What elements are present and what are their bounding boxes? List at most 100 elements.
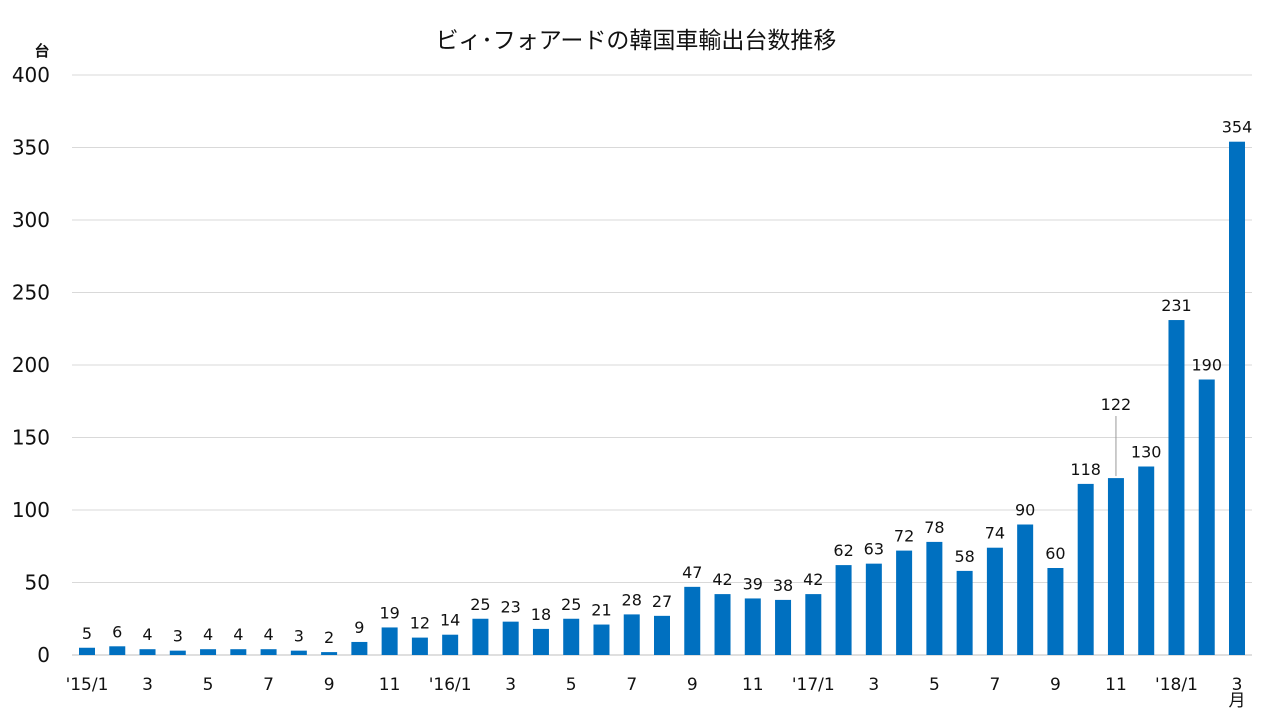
y-tick-label: 0 bbox=[37, 643, 50, 667]
bars bbox=[79, 141, 1245, 655]
bar bbox=[593, 624, 610, 655]
x-tick-label: 3 bbox=[142, 675, 153, 695]
bar bbox=[623, 614, 640, 655]
data-label: 354 bbox=[1222, 118, 1253, 137]
bar bbox=[260, 649, 277, 655]
x-tick-label: 11 bbox=[742, 675, 764, 695]
x-tick-label: 3 bbox=[505, 675, 516, 695]
bar bbox=[1107, 478, 1124, 655]
x-tick-label: 3 bbox=[868, 675, 879, 695]
data-label: 18 bbox=[531, 605, 551, 624]
bar bbox=[472, 618, 489, 655]
bar bbox=[381, 627, 398, 655]
y-tick-label: 250 bbox=[12, 281, 50, 305]
x-tick-label: 3 bbox=[1232, 675, 1243, 695]
y-tick-label: 200 bbox=[12, 353, 50, 377]
bar bbox=[169, 650, 186, 655]
y-tick-label: 350 bbox=[12, 136, 50, 160]
bar bbox=[1017, 524, 1034, 655]
y-tick-label: 50 bbox=[25, 571, 50, 595]
x-tick-label: 7 bbox=[989, 675, 1000, 695]
x-tick-label: 5 bbox=[929, 675, 940, 695]
x-axis-unit-label: 月 bbox=[1229, 691, 1246, 711]
bar bbox=[230, 649, 247, 655]
bar bbox=[1077, 483, 1094, 655]
bar bbox=[411, 637, 428, 655]
x-tick-label: 9 bbox=[687, 675, 698, 695]
bar bbox=[139, 649, 156, 655]
x-tick-label: '16/1 bbox=[429, 675, 472, 695]
data-label: 122 bbox=[1101, 395, 1132, 414]
x-axis-ticks: '15/1 3 5 7 9 11 '16/1 3 5 7 9 11 '17/1 3 5 7 9 11 '18/1 3 bbox=[66, 675, 1243, 695]
bar bbox=[1168, 320, 1185, 655]
bar bbox=[502, 621, 519, 655]
gridlines bbox=[72, 74, 1252, 656]
bar bbox=[1047, 568, 1064, 655]
data-label: 130 bbox=[1131, 443, 1162, 462]
data-label: 12 bbox=[410, 614, 430, 633]
y-tick-label: 150 bbox=[12, 426, 50, 450]
data-label: 25 bbox=[470, 595, 490, 614]
data-label: 74 bbox=[985, 524, 1005, 543]
y-axis-ticks: 0 50 100 150 200 250 300 350 400 bbox=[12, 63, 50, 667]
data-label: 78 bbox=[924, 518, 944, 537]
data-label: 4 bbox=[263, 625, 273, 644]
data-label: 42 bbox=[712, 570, 732, 589]
y-tick-label: 400 bbox=[12, 63, 50, 87]
bar bbox=[744, 598, 761, 655]
data-label: 63 bbox=[864, 540, 884, 559]
x-tick-label: '17/1 bbox=[792, 675, 835, 695]
data-label: 190 bbox=[1191, 356, 1222, 375]
bar bbox=[684, 586, 701, 655]
data-label: 231 bbox=[1161, 296, 1192, 315]
data-label: 6 bbox=[112, 622, 122, 641]
bar bbox=[1198, 379, 1215, 655]
bar bbox=[442, 634, 459, 655]
data-labels: 5 6 4 3 4 4 4 3 2 9 19 12 14 25 23 18 25 21 28 27 47 42 39 38 42… bbox=[82, 118, 1252, 647]
bar bbox=[956, 570, 973, 655]
bar bbox=[563, 618, 580, 655]
y-tick-label: 300 bbox=[12, 208, 50, 232]
data-label: 21 bbox=[591, 601, 611, 620]
data-label: 39 bbox=[743, 574, 763, 593]
y-tick-label: 100 bbox=[12, 498, 50, 522]
x-tick-label: 5 bbox=[566, 675, 577, 695]
data-label: 14 bbox=[440, 611, 460, 630]
data-label: 4 bbox=[233, 625, 243, 644]
data-label: 19 bbox=[379, 603, 399, 622]
bar bbox=[321, 652, 338, 655]
data-label: 4 bbox=[142, 625, 152, 644]
data-label: 42 bbox=[803, 570, 823, 589]
bar bbox=[896, 550, 913, 655]
bar bbox=[290, 650, 307, 655]
bar bbox=[986, 547, 1003, 655]
data-label: 25 bbox=[561, 595, 581, 614]
data-label: 2 bbox=[324, 628, 334, 647]
bar bbox=[865, 563, 882, 655]
data-label: 90 bbox=[1015, 501, 1035, 520]
x-tick-label: '15/1 bbox=[66, 675, 109, 695]
bar bbox=[835, 565, 852, 655]
bar bbox=[775, 599, 792, 655]
bar bbox=[805, 594, 822, 655]
chart-title: ビィ･フォアードの韓国車輸出台数推移 bbox=[436, 28, 837, 54]
data-label: 28 bbox=[622, 590, 642, 609]
bar bbox=[654, 615, 670, 655]
bar bbox=[532, 628, 549, 655]
data-label: 38 bbox=[773, 576, 793, 595]
x-tick-label: 11 bbox=[1105, 675, 1127, 695]
data-label: 3 bbox=[173, 627, 183, 646]
bar bbox=[351, 641, 368, 655]
data-label: 4 bbox=[203, 625, 213, 644]
x-tick-label: 5 bbox=[203, 675, 214, 695]
bar bbox=[1229, 141, 1245, 655]
data-label: 23 bbox=[501, 598, 521, 617]
x-tick-label: 11 bbox=[379, 675, 401, 695]
data-label: 5 bbox=[82, 624, 92, 643]
y-axis-unit-label: 台 bbox=[34, 42, 49, 60]
bar bbox=[1138, 466, 1155, 655]
data-label: 62 bbox=[833, 541, 853, 560]
data-label: 27 bbox=[652, 592, 672, 611]
bar bbox=[79, 647, 95, 655]
